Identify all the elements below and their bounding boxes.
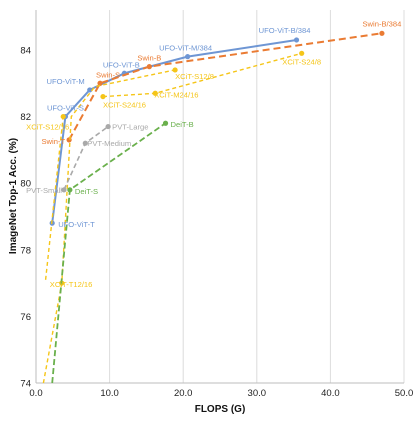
- series: [42, 30, 385, 384]
- series-line: [68, 32, 383, 141]
- data-point: [379, 30, 385, 36]
- data-point: [152, 90, 158, 96]
- y-tick-label: 84: [20, 45, 31, 56]
- data-label: XCiT-S12/8: [175, 72, 214, 81]
- x-tick-label: 30.0: [248, 388, 267, 399]
- data-label: Swin-B/384: [362, 19, 401, 28]
- data-label: Swin-S: [96, 70, 120, 79]
- data-label: DeiT-S: [75, 187, 98, 196]
- data-label: Swin-T: [41, 137, 65, 146]
- series-line: [42, 69, 176, 384]
- data-point: [100, 93, 106, 100]
- x-tick-label: 20.0: [174, 388, 193, 399]
- data-label: Swin-B: [137, 54, 161, 63]
- data-point: [293, 37, 300, 43]
- data-label: XCiT-T12/16: [50, 280, 93, 289]
- data-label: UFO-ViT-M/384: [159, 44, 212, 53]
- x-tick-label: 10.0: [100, 388, 119, 399]
- data-label: XCiT-S24/8: [282, 57, 321, 66]
- axes: [35, 10, 404, 384]
- data-point: [82, 140, 88, 146]
- data-label: PVT-Medium: [87, 139, 131, 148]
- data-label: UFO-ViT-B: [103, 60, 140, 69]
- tick-labels: 0.0 10.0 20.0 30.0 40.0 50.0 74 76 78 80 82 84: [20, 45, 413, 399]
- data-label: XCiT-M24/16: [154, 90, 198, 99]
- data-label: PVT-Small: [26, 186, 62, 195]
- data-label: XCiT-S24/16: [103, 101, 146, 110]
- data-label: UFO-ViT-B/384: [259, 26, 311, 35]
- data-point: [66, 137, 72, 143]
- data-label: UFO-ViT-T: [58, 220, 95, 229]
- data-point: [87, 87, 93, 93]
- plot-frame: [36, 10, 404, 383]
- data-point: [67, 187, 73, 193]
- x-tick-label: 50.0: [395, 388, 414, 399]
- x-tick-label: 0.0: [29, 388, 42, 399]
- y-tick-label: 80: [20, 179, 31, 190]
- data-point: [172, 67, 178, 73]
- data-point: [185, 54, 191, 60]
- data-label: DeiT-B: [171, 120, 194, 129]
- y-tick-label: 82: [20, 112, 31, 123]
- x-axis-title: FLOPS (G): [195, 404, 246, 415]
- y-tick-label: 74: [20, 379, 31, 390]
- x-tick-label: 40.0: [321, 388, 340, 399]
- data-label: UFO-ViT-M: [46, 77, 84, 86]
- data-label: PVT-Large: [112, 123, 148, 132]
- data-point: [61, 187, 67, 193]
- data-label: UFO-ViT-S: [47, 104, 84, 113]
- data-label: XCiT-S12/16: [26, 123, 69, 132]
- data-point: [97, 80, 103, 86]
- data-point: [299, 50, 305, 56]
- series-line: [44, 116, 64, 280]
- y-tick-label: 76: [20, 312, 31, 323]
- data-point: [105, 123, 111, 130]
- data-point: [60, 113, 66, 120]
- grid-lines: [109, 10, 405, 383]
- y-tick-label: 78: [20, 245, 31, 256]
- plot-background: [36, 10, 404, 383]
- data-point: [146, 64, 152, 70]
- data-point: [162, 120, 169, 126]
- y-axis-title: ImageNet Top-1 Acc. (%): [8, 138, 19, 254]
- point-labels: UFO-ViT-T UFO-ViT-S UFO-ViT-M UFO-ViT-B UFO-…: [26, 19, 401, 289]
